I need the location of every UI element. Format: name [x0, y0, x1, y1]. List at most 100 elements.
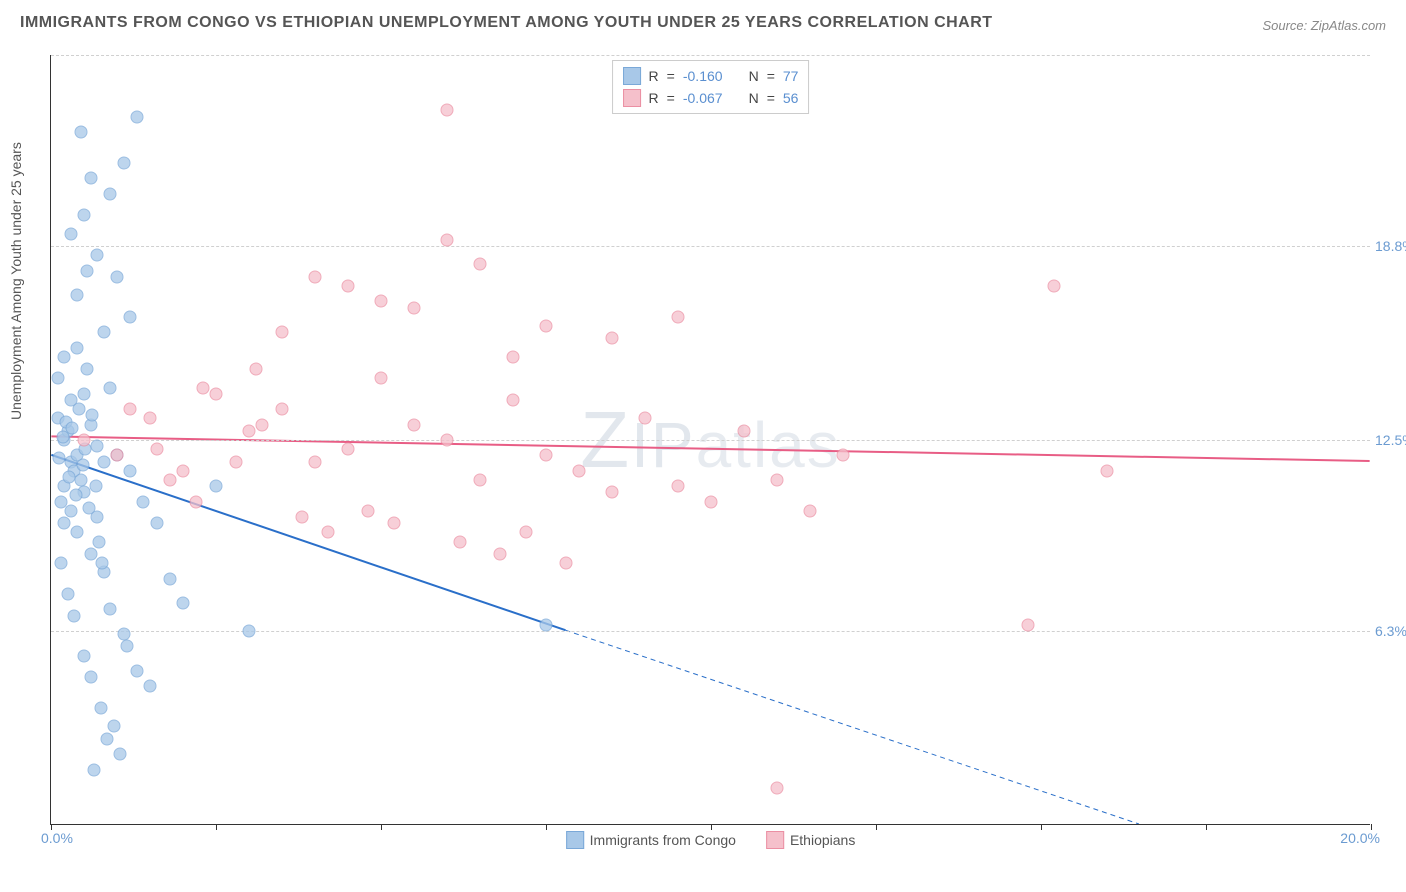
legend-swatch-congo	[566, 831, 584, 849]
scatter-point	[83, 501, 96, 514]
scatter-point	[606, 486, 619, 499]
scatter-point	[342, 443, 355, 456]
legend-swatch-congo	[623, 67, 641, 85]
scatter-point	[70, 489, 83, 502]
scatter-point	[84, 547, 97, 560]
scatter-point	[107, 720, 120, 733]
x-tick	[381, 824, 382, 830]
scatter-point	[256, 418, 269, 431]
scatter-point	[177, 464, 190, 477]
scatter-point	[196, 381, 209, 394]
n-label: N	[749, 68, 759, 84]
scatter-point	[52, 452, 65, 465]
scatter-point	[474, 258, 487, 271]
y-tick-label: 6.3%	[1375, 623, 1406, 639]
correlation-legend: R = -0.160 N = 77 R = -0.067 N = 56	[612, 60, 810, 114]
scatter-point	[144, 680, 157, 693]
scatter-point	[229, 455, 242, 468]
r-value-congo: -0.160	[683, 68, 723, 84]
scatter-point	[64, 227, 77, 240]
scatter-point	[1021, 618, 1034, 631]
scatter-point	[51, 372, 64, 385]
scatter-point	[210, 480, 223, 493]
scatter-point	[474, 474, 487, 487]
scatter-point	[124, 403, 137, 416]
series-legend: Immigrants from Congo Ethiopians	[566, 831, 856, 849]
scatter-point	[454, 535, 467, 548]
scatter-point	[74, 474, 87, 487]
chart-title: IMMIGRANTS FROM CONGO VS ETHIOPIAN UNEMP…	[20, 14, 993, 32]
scatter-point	[177, 597, 190, 610]
scatter-point	[190, 495, 203, 508]
scatter-point	[78, 434, 91, 447]
scatter-point	[144, 412, 157, 425]
scatter-point	[573, 464, 586, 477]
eq-label: =	[667, 68, 675, 84]
scatter-point	[124, 464, 137, 477]
legend-row-ethiopians: R = -0.067 N = 56	[623, 87, 799, 109]
scatter-point	[322, 526, 335, 539]
scatter-point	[66, 421, 79, 434]
scatter-point	[1101, 464, 1114, 477]
scatter-point	[58, 350, 71, 363]
scatter-point	[804, 504, 817, 517]
scatter-point	[92, 535, 105, 548]
scatter-point	[81, 264, 94, 277]
scatter-point	[639, 412, 652, 425]
scatter-point	[672, 310, 685, 323]
legend-swatch-ethiopians	[766, 831, 784, 849]
scatter-point	[441, 104, 454, 117]
source-label: Source: ZipAtlas.com	[1262, 18, 1386, 33]
scatter-point	[705, 495, 718, 508]
scatter-point	[388, 517, 401, 530]
scatter-point	[71, 341, 84, 354]
scatter-point	[771, 782, 784, 795]
x-tick	[546, 824, 547, 830]
scatter-point	[104, 603, 117, 616]
scatter-point	[89, 480, 102, 493]
scatter-point	[738, 424, 751, 437]
chart-container: IMMIGRANTS FROM CONGO VS ETHIOPIAN UNEMP…	[0, 0, 1406, 892]
scatter-point	[540, 618, 553, 631]
gridline	[51, 440, 1370, 441]
scatter-point	[408, 418, 421, 431]
scatter-point	[243, 424, 256, 437]
scatter-point	[163, 474, 176, 487]
scatter-point	[85, 409, 98, 422]
scatter-point	[441, 434, 454, 447]
scatter-point	[74, 126, 87, 139]
scatter-point	[64, 504, 77, 517]
scatter-point	[606, 332, 619, 345]
scatter-point	[361, 504, 374, 517]
y-tick-label: 12.5%	[1375, 432, 1406, 448]
scatter-point	[78, 209, 91, 222]
scatter-point	[559, 557, 572, 570]
scatter-point	[771, 474, 784, 487]
scatter-point	[84, 671, 97, 684]
scatter-point	[81, 363, 94, 376]
scatter-point	[309, 455, 322, 468]
scatter-point	[507, 350, 520, 363]
plot-area: ZIPatlas R = -0.160 N = 77 R = -0.067 N …	[50, 55, 1370, 825]
x-tick-min: 0.0%	[41, 830, 73, 846]
scatter-point	[408, 301, 421, 314]
scatter-point	[111, 449, 124, 462]
legend-item-ethiopians: Ethiopians	[766, 831, 855, 849]
scatter-point	[87, 763, 100, 776]
scatter-point	[91, 440, 104, 453]
n-label: N	[749, 90, 759, 106]
scatter-point	[137, 495, 150, 508]
scatter-point	[71, 526, 84, 539]
x-tick	[711, 824, 712, 830]
legend-row-congo: R = -0.160 N = 77	[623, 65, 799, 87]
scatter-point	[276, 326, 289, 339]
r-label: R	[649, 68, 659, 84]
scatter-point	[150, 517, 163, 530]
scatter-point	[71, 289, 84, 302]
scatter-point	[101, 732, 114, 745]
r-label: R	[649, 90, 659, 106]
x-tick	[1041, 824, 1042, 830]
scatter-point	[78, 387, 91, 400]
scatter-point	[130, 665, 143, 678]
x-tick	[1371, 824, 1372, 830]
